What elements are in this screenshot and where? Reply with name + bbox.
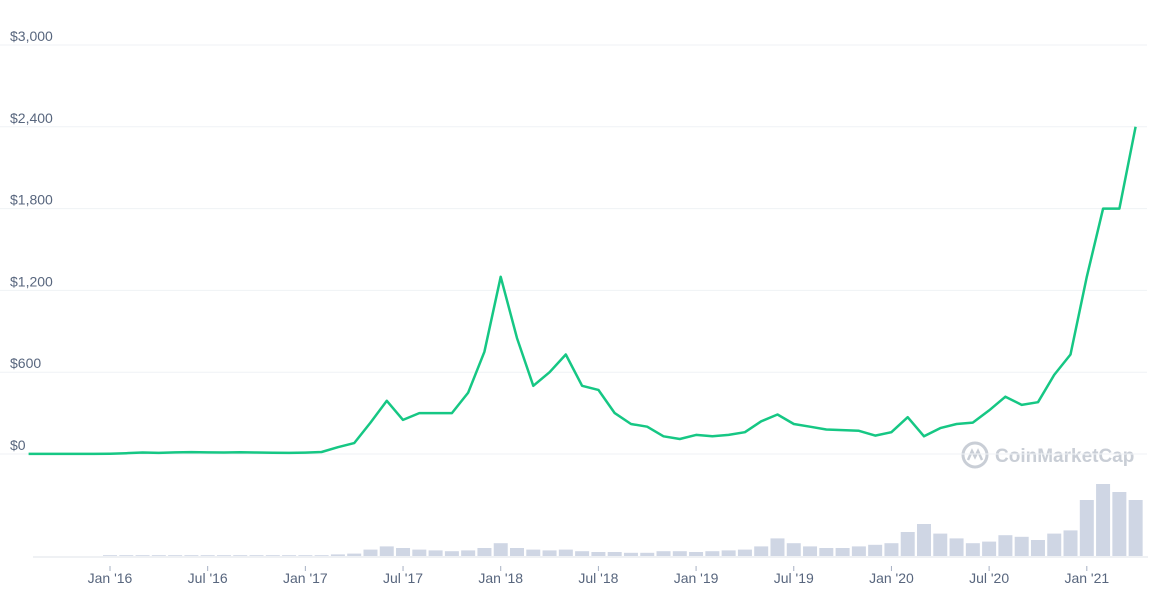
volume-bar [754, 546, 769, 556]
volume-bar [347, 553, 362, 556]
volume-bar [493, 543, 508, 556]
volume-bar [379, 546, 394, 556]
volume-bar [396, 548, 411, 556]
volume-bar [412, 549, 427, 556]
volume-bar [363, 549, 378, 556]
volume-bar [689, 552, 704, 556]
x-tick-label: Jan '21 [1064, 570, 1109, 586]
volume-bar [1096, 484, 1111, 556]
volume-bar [721, 550, 736, 556]
volume-bar [591, 552, 606, 556]
volume-bar [510, 548, 524, 556]
y-tick-label: $1,800 [10, 192, 53, 208]
volume-bar [786, 543, 801, 556]
volume-bar [314, 555, 329, 556]
volume-bar [1014, 536, 1029, 556]
volume-bar [216, 555, 231, 556]
volume-bar [428, 550, 443, 556]
volume-bar [1112, 492, 1127, 556]
watermark-logo [961, 441, 989, 469]
volume-bar [298, 555, 313, 556]
volume-bar [982, 541, 997, 556]
volume-bar [1128, 500, 1143, 556]
volume-bar [835, 548, 850, 556]
x-tick-label: Jan '20 [869, 570, 914, 586]
volume-bar [330, 554, 345, 556]
volume-bar [705, 551, 720, 556]
x-tick-label: Jan '19 [674, 570, 719, 586]
volume-bar [949, 538, 964, 556]
x-tick-label: Jul '17 [383, 570, 423, 586]
volume-bar [917, 524, 931, 556]
x-tick-label: Jan '17 [283, 570, 328, 586]
volume-bar [965, 543, 980, 556]
volume-bar [1079, 500, 1094, 556]
volume-bar [477, 548, 492, 556]
volume-bar [623, 552, 638, 556]
volume-bar [770, 538, 785, 556]
volume-bar [119, 555, 134, 556]
volume-bar [640, 552, 655, 556]
x-tick-label: Jul '20 [969, 570, 1009, 586]
volume-bar [526, 549, 541, 556]
volume-bar [265, 555, 280, 556]
volume-bar [444, 551, 459, 556]
watermark: CoinMarketCap [995, 446, 1134, 467]
x-tick-label: Jan '18 [478, 570, 523, 586]
volume-bar [656, 551, 671, 556]
volume-bar [1030, 540, 1045, 556]
volume-bar [1063, 530, 1078, 556]
x-tick-label: Jul '19 [774, 570, 814, 586]
volume-bar [461, 550, 476, 556]
volume-bar [672, 551, 687, 556]
y-tick-label: $2,400 [10, 110, 53, 126]
y-tick-label: $3,000 [10, 28, 53, 44]
volume-bar [249, 555, 264, 556]
volume-bar [558, 549, 573, 556]
volume-bar [737, 549, 752, 556]
volume-bar [233, 555, 248, 556]
volume-bar [1047, 533, 1062, 556]
x-tick-label: Jul '18 [578, 570, 618, 586]
volume-bar [542, 550, 557, 556]
y-tick-label: $1,200 [10, 273, 53, 289]
volume-bar [103, 555, 117, 556]
volume-bar [868, 544, 883, 556]
volume-bar [998, 535, 1013, 556]
x-tick-label: Jul '16 [188, 570, 228, 586]
volume-bar [900, 532, 915, 556]
volume-bar [151, 555, 166, 556]
volume-bar [135, 555, 150, 556]
price-line [28, 126, 1137, 456]
volume-bar [184, 555, 199, 556]
volume-bar [884, 543, 899, 556]
volume-bar [282, 555, 297, 556]
volume-bar [168, 555, 183, 556]
volume-bar [933, 533, 948, 556]
volume-bar [851, 546, 866, 556]
volume-bar [575, 551, 590, 556]
y-tick-label: $600 [10, 355, 41, 371]
x-tick-label: Jan '16 [88, 570, 133, 586]
volume-bar [819, 548, 834, 556]
y-tick-label: $0 [10, 437, 26, 453]
volume-bar [607, 552, 622, 556]
volume-bar [200, 555, 215, 556]
volume-bar [803, 546, 818, 556]
